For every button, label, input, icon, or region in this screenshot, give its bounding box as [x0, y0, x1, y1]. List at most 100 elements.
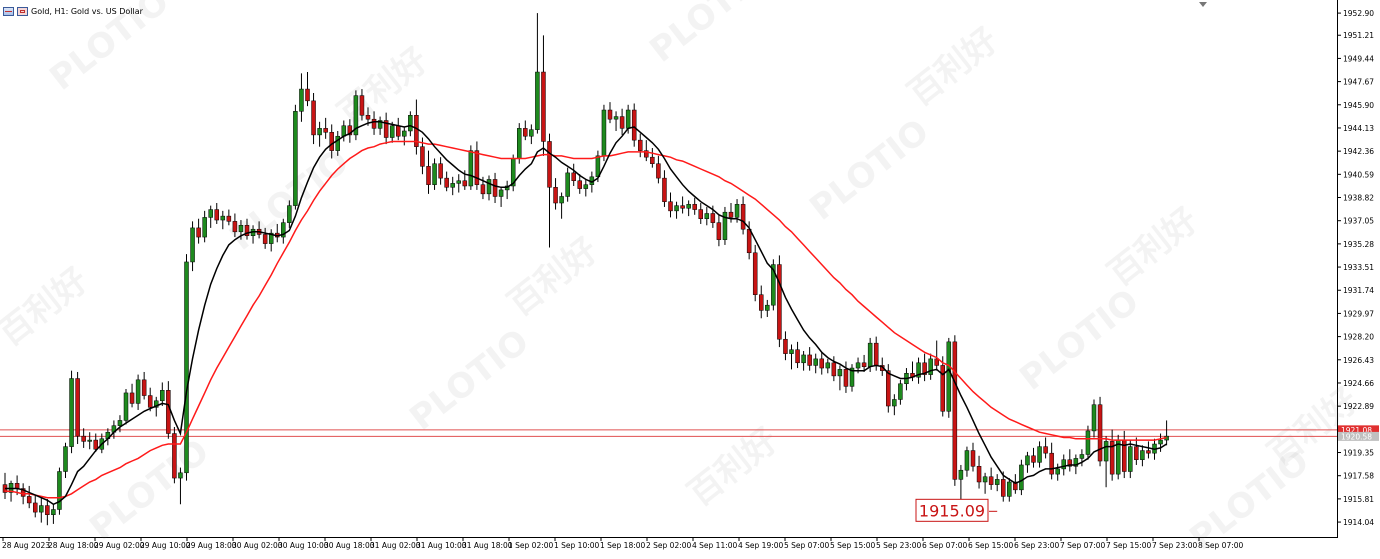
x-tick-label: 7 Sep 23:00	[1152, 541, 1198, 550]
candle-bear	[1097, 404, 1103, 462]
x-tick-label: 1 Sep 18:00	[600, 541, 646, 550]
candle-bull	[39, 505, 44, 513]
candle-bull	[601, 109, 607, 157]
price-tag-bid	[1338, 431, 1379, 441]
candle-bull	[994, 479, 1000, 485]
x-tick-label: 6 Sep 23:00	[1014, 541, 1060, 550]
candle-bull	[916, 362, 921, 378]
y-tick-label: 1917.58	[1343, 472, 1374, 481]
candle-bear	[740, 204, 746, 230]
candle-bear	[1134, 446, 1139, 460]
y-tick-label: 1945.90	[1343, 101, 1374, 110]
candle-bear	[45, 505, 50, 515]
y-tick-label: 1914.04	[1343, 518, 1374, 527]
candle-bull	[190, 227, 195, 263]
candle-bull	[704, 213, 710, 219]
candle-bear	[1049, 452, 1054, 475]
candle-bull	[281, 222, 286, 238]
candle-bear	[480, 184, 486, 195]
candle-bull	[1158, 439, 1163, 445]
candle-bull	[789, 349, 794, 354]
candle-bear	[262, 234, 268, 244]
candle-bear	[553, 187, 558, 204]
candle-bull	[1055, 468, 1060, 475]
candle-bull	[565, 172, 570, 197]
chart-shift-icon	[1199, 2, 1207, 7]
y-tick-label: 1919.35	[1343, 449, 1374, 458]
candle-bull	[1019, 464, 1024, 491]
chart-area[interactable]	[0, 0, 1338, 538]
candle-bull	[1085, 430, 1091, 455]
candle-bear	[147, 395, 153, 408]
candle-bear	[93, 439, 98, 450]
candle-bear	[698, 209, 703, 219]
candle-bear	[396, 125, 401, 137]
symbol-icon[interactable]	[3, 6, 14, 16]
candle-bull	[1073, 458, 1079, 467]
candle-bear	[311, 100, 316, 136]
candle-bear	[33, 502, 38, 513]
x-tick-label: 6 Sep 07:00	[922, 541, 968, 550]
candle-bear	[75, 378, 80, 437]
candle-bull	[123, 392, 129, 421]
annotation-label: 1915.09	[919, 501, 985, 520]
candle-bull	[135, 379, 141, 404]
candle-bull	[892, 399, 897, 407]
candle-bear	[650, 156, 655, 164]
candle-bear	[1067, 459, 1073, 467]
x-tick-label: 29 Aug 02:00	[94, 541, 145, 550]
price-tag-text-bid: 1920.58	[1341, 432, 1372, 441]
symbol-description: Gold vs. US Dollar	[70, 6, 143, 16]
candle-bull	[63, 446, 68, 472]
candle-bear	[831, 362, 837, 377]
candle-bull	[268, 232, 274, 244]
candle-bear	[662, 177, 667, 202]
y-tick-label: 1952.90	[1343, 9, 1374, 18]
x-tick-label: 7 Sep 07:00	[1060, 541, 1106, 550]
x-tick-label: 7 Sep 15:00	[1106, 541, 1152, 550]
candle-bear	[523, 128, 528, 137]
candle-bull	[389, 125, 395, 138]
candle-bull	[559, 196, 564, 204]
x-tick-label: 30 Aug 02:00	[232, 541, 283, 550]
candle-bear	[988, 476, 994, 485]
candle-bear	[644, 150, 649, 158]
candle-bear	[922, 362, 927, 375]
candle-bull	[1079, 454, 1085, 459]
candle-bull	[353, 95, 359, 136]
y-tick-label: 1915.81	[1343, 495, 1374, 504]
candle-bear	[214, 209, 219, 221]
y-tick-label: 1951.21	[1343, 31, 1374, 40]
candle-bear	[444, 177, 449, 188]
candle-bull	[287, 205, 292, 223]
candle-bear	[329, 132, 334, 151]
candle-bull	[595, 155, 601, 178]
candle-bull	[825, 362, 831, 369]
candle-bull	[529, 129, 534, 137]
candle-bull	[408, 115, 413, 132]
x-tick-label: 29 Aug 10:00	[140, 541, 191, 550]
x-tick-label: 28 Aug 18:00	[48, 541, 99, 550]
candle-bear	[323, 128, 328, 133]
chart-header: Gold, H1: Gold vs. US Dollar	[3, 4, 143, 18]
candle-bear	[656, 163, 661, 179]
timeframe-icon[interactable]	[17, 6, 28, 16]
candle-bear	[244, 225, 250, 237]
candle-bear	[638, 139, 643, 151]
y-tick-label: 1922.89	[1343, 402, 1374, 411]
candle-bear	[359, 95, 365, 116]
candle-bear	[1109, 441, 1115, 475]
y-tick-label: 1947.67	[1343, 78, 1374, 87]
candle-bear	[940, 365, 945, 412]
x-tick-label: 8 Sep 07:00	[1198, 541, 1244, 550]
candle-bear	[873, 342, 879, 366]
candle-bull	[117, 420, 123, 426]
candle-bull	[765, 304, 770, 311]
y-tick-label: 1928.20	[1343, 333, 1374, 342]
candle-bear	[976, 466, 982, 483]
candle-bull	[849, 367, 855, 387]
candle-bull	[1037, 446, 1042, 463]
x-tick-label: 30 Aug 10:00	[278, 541, 329, 550]
candle-bull	[855, 362, 861, 369]
